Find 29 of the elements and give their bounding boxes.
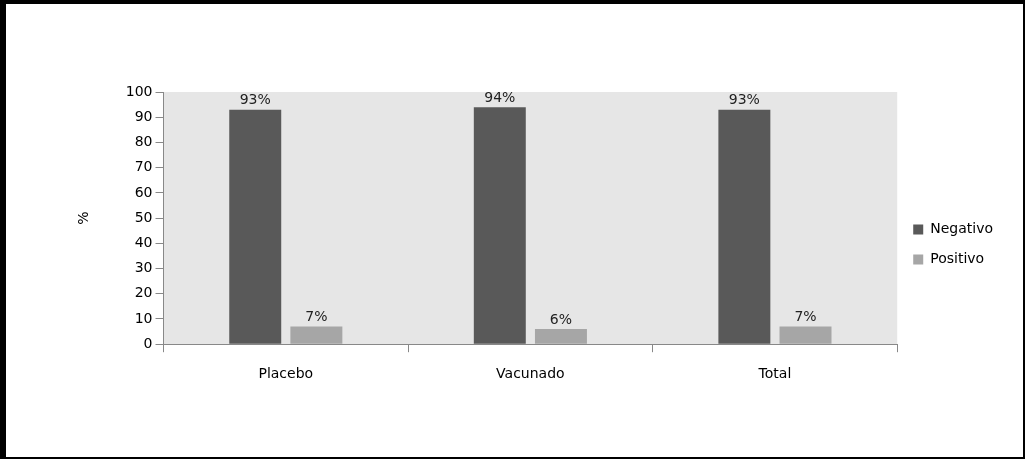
bar [779, 326, 832, 344]
y-tick-label: 90 [134, 107, 153, 124]
data-label: 7% [305, 308, 328, 325]
data-label: 7% [794, 308, 817, 325]
y-tick-label: 70 [134, 158, 153, 175]
y-tick-label: 50 [134, 208, 153, 225]
x-tick-label: Total [757, 365, 792, 382]
y-tick-label: 10 [134, 309, 153, 326]
data-label: 93% [728, 91, 760, 108]
bar [718, 109, 771, 344]
legend-label: Positivo [930, 250, 985, 267]
y-tick-label: 30 [134, 259, 153, 276]
bar [290, 326, 343, 344]
y-tick-label: 20 [134, 284, 153, 301]
y-tick-label: 100 [125, 82, 153, 99]
data-label: 6% [549, 310, 573, 327]
bar [534, 329, 587, 344]
y-axis-title: % [75, 211, 92, 225]
y-tick-label: 80 [134, 133, 153, 150]
y-tick-label: 60 [134, 183, 153, 200]
x-tick-label: Placebo [258, 365, 314, 382]
bar [473, 107, 526, 344]
bar [229, 109, 282, 344]
x-tick-label: Vacunado [496, 365, 565, 382]
legend-label: Negativo [930, 220, 993, 237]
data-label: 94% [484, 88, 516, 105]
y-tick-label: 0 [143, 334, 153, 351]
y-tick-label: 40 [134, 233, 153, 250]
data-label: 93% [239, 91, 271, 108]
